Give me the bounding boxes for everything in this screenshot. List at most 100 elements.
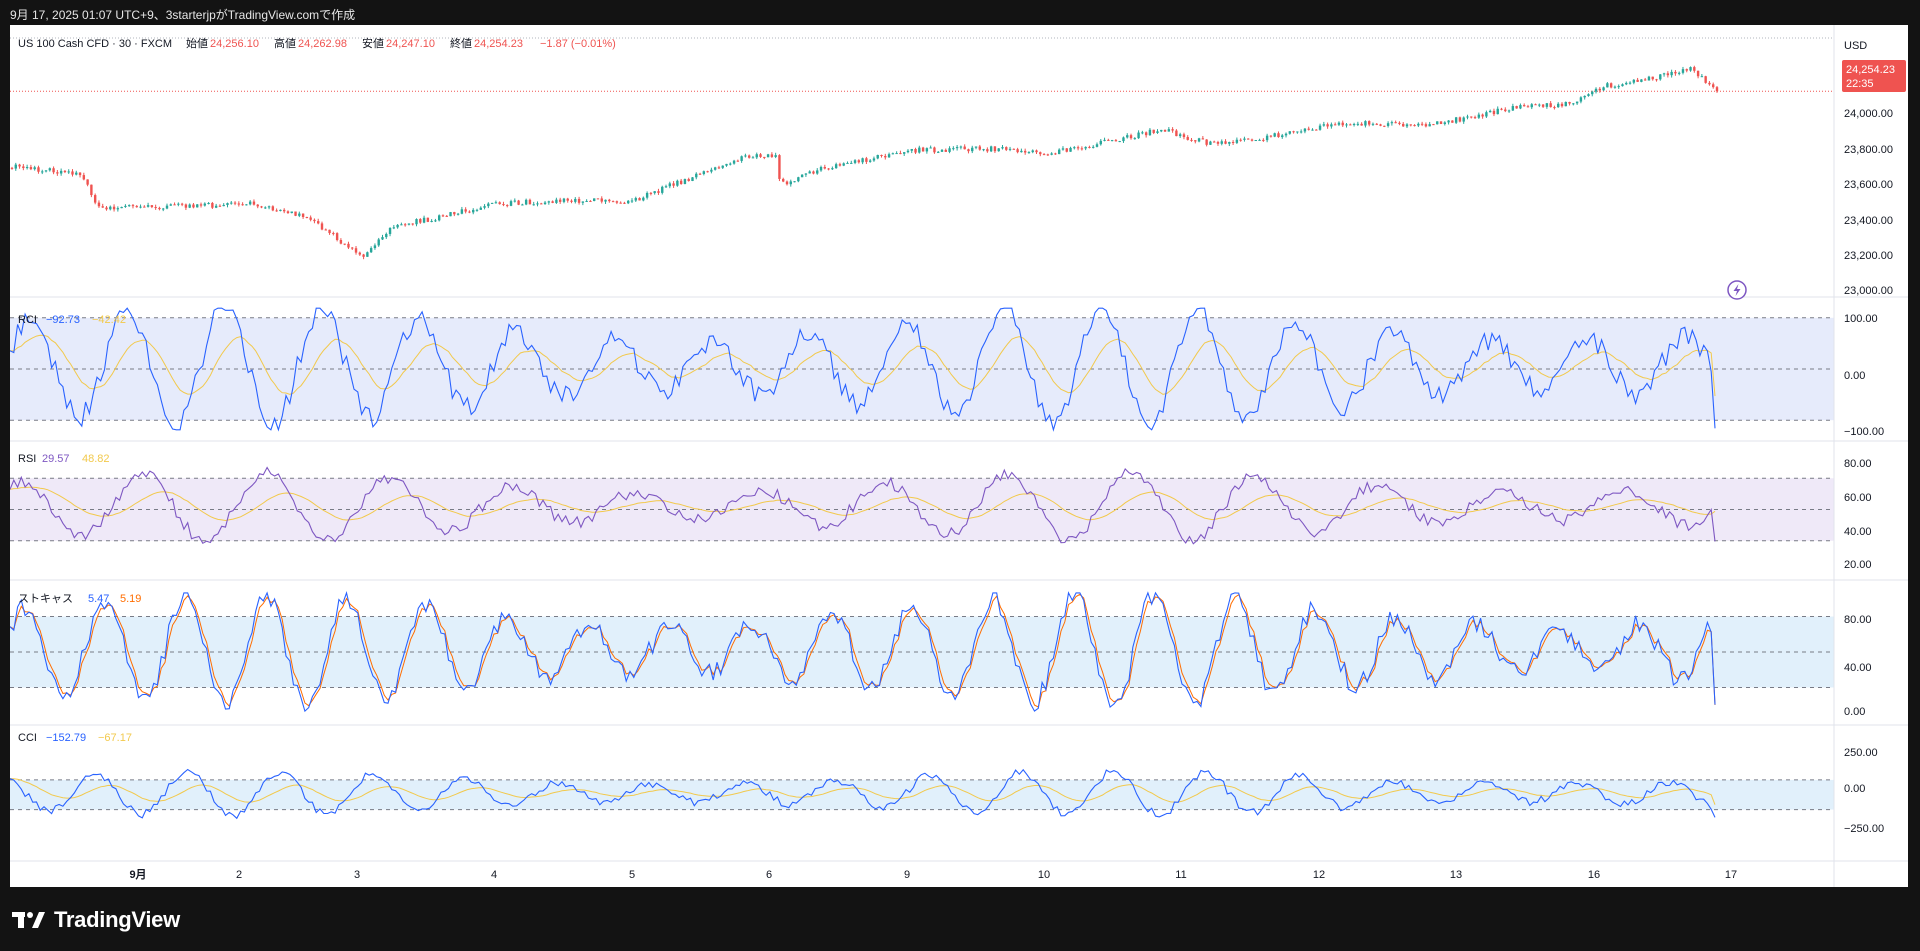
- candle-body: [1035, 150, 1038, 153]
- candle-body: [910, 148, 913, 151]
- candle-body: [971, 147, 974, 152]
- candle-body: [695, 173, 698, 178]
- candle-body: [827, 168, 830, 170]
- candle-body: [347, 243, 350, 248]
- candle-body: [899, 153, 902, 155]
- candle-body: [1659, 74, 1662, 80]
- candle-body: [804, 173, 808, 175]
- candle-body: [1477, 114, 1481, 118]
- candle-body: [1126, 135, 1129, 138]
- candle-body: [1640, 79, 1643, 82]
- candle-body: [513, 200, 517, 202]
- candle-body: [687, 179, 690, 182]
- cci-label: CCI: [18, 732, 37, 744]
- candle-body: [271, 206, 275, 211]
- candle-body: [1367, 121, 1371, 125]
- candle-body: [139, 206, 142, 208]
- candle-body: [90, 184, 93, 196]
- candle-body: [1670, 71, 1673, 76]
- candle-body: [86, 179, 89, 185]
- open-value: 24,256.10: [210, 38, 259, 50]
- candle-body: [906, 150, 910, 153]
- candle-body: [1458, 117, 1462, 122]
- candle-body: [286, 211, 290, 214]
- candle-body: [203, 203, 207, 206]
- candle-body: [834, 164, 838, 169]
- candle-body: [812, 171, 815, 174]
- candle-body: [1046, 154, 1050, 156]
- candle-body: [1039, 152, 1042, 155]
- candle-body: [1398, 122, 1401, 124]
- candle-body: [441, 215, 445, 217]
- candle-body: [188, 204, 191, 208]
- candle-body: [997, 148, 1000, 152]
- candle-body: [1281, 135, 1284, 138]
- candle-body: [1303, 128, 1307, 132]
- stoch-legend: ストキャス 5.47 5.19: [18, 593, 141, 605]
- time-axis[interactable]: 9月 2 3 4 5 6 9 10 11 12 13 16 17: [129, 868, 1737, 881]
- cci-value-1: −152.79: [46, 732, 86, 744]
- candle-body: [766, 154, 770, 158]
- candle-body: [543, 202, 547, 205]
- candle-body: [1613, 86, 1617, 88]
- candle-body: [169, 204, 172, 206]
- candle-body: [872, 158, 876, 161]
- candle-body: [211, 202, 214, 208]
- candle-body: [1148, 129, 1152, 136]
- candle-body: [1114, 140, 1118, 142]
- stoch-tick: 0.00: [1844, 706, 1865, 718]
- price-axis[interactable]: USD 24,000.00 23,800.00 23,600.00 23,400…: [1844, 40, 1893, 297]
- candle-body: [1205, 139, 1208, 145]
- candle-body: [698, 173, 702, 175]
- candle-body: [184, 204, 188, 208]
- candle-body: [328, 229, 331, 234]
- candle-body: [332, 233, 335, 235]
- candle-body: [1016, 149, 1019, 153]
- candle-body: [789, 181, 792, 185]
- candle-body: [630, 200, 634, 202]
- candle-body: [1575, 101, 1579, 104]
- candle-body: [1564, 102, 1567, 107]
- candle-body: [672, 183, 675, 186]
- candle-body: [937, 151, 940, 153]
- chart-frame[interactable]: US 100 Cash CFD · 30 · FXCM 始値 24,256.10…: [10, 25, 1908, 887]
- candle-body: [434, 220, 437, 222]
- candle-body: [1417, 123, 1420, 126]
- candle-body: [1655, 79, 1658, 81]
- price-tick: 23,400.00: [1844, 215, 1893, 227]
- candle-body: [1591, 91, 1594, 95]
- low-value: 24,247.10: [386, 38, 435, 50]
- candle-body: [850, 162, 853, 164]
- candle-body: [456, 213, 460, 215]
- candle-body: [290, 211, 293, 214]
- candle-body: [1447, 120, 1450, 123]
- rsi-legend: RSI 29.57 48.82: [18, 453, 110, 465]
- candle-body: [1628, 82, 1632, 84]
- candle-body: [581, 201, 585, 203]
- candle-body: [1507, 110, 1511, 112]
- candle-body: [1402, 123, 1405, 127]
- candle-body: [158, 207, 161, 210]
- candle-body: [1371, 123, 1375, 125]
- candle-body: [1526, 106, 1530, 108]
- candle-body: [551, 201, 554, 203]
- candle-body: [502, 204, 505, 206]
- candle-body: [1137, 132, 1140, 139]
- lightning-icon[interactable]: [1727, 280, 1747, 300]
- candle-body: [642, 197, 645, 201]
- rsi-tick: 80.00: [1844, 458, 1872, 470]
- candle-body: [377, 239, 380, 246]
- rci-label: RCI: [18, 314, 37, 326]
- candle-body: [127, 205, 131, 207]
- price-tick: 23,800.00: [1844, 144, 1893, 156]
- candle-body: [294, 211, 297, 216]
- candle-body: [963, 146, 966, 150]
- candle-body: [196, 204, 199, 208]
- candle-body: [41, 171, 44, 173]
- stoch-tick: 80.00: [1844, 614, 1872, 626]
- candle-body: [1129, 135, 1133, 139]
- candle-body: [10, 167, 14, 169]
- candle-body: [313, 219, 316, 222]
- chart-svg[interactable]: US 100 Cash CFD · 30 · FXCM 始値 24,256.10…: [10, 25, 1908, 887]
- candle-body: [1560, 103, 1564, 107]
